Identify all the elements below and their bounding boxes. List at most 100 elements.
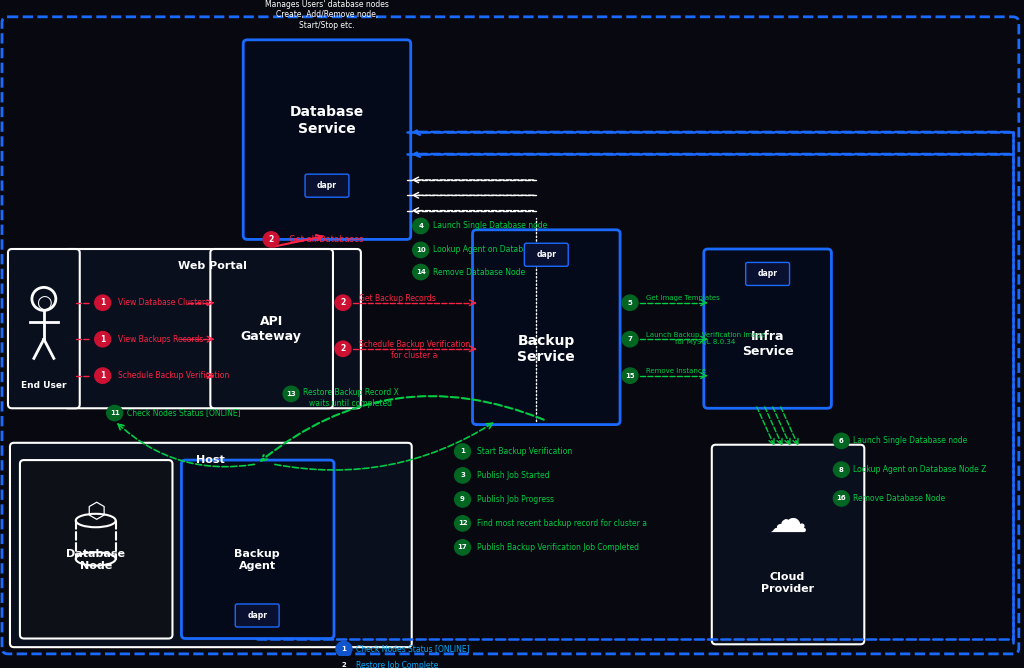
FancyBboxPatch shape	[10, 443, 412, 647]
FancyBboxPatch shape	[703, 249, 831, 408]
Circle shape	[455, 540, 471, 555]
FancyBboxPatch shape	[236, 604, 280, 627]
Text: Publish Backup Verification Job Completed: Publish Backup Verification Job Complete…	[476, 543, 639, 552]
Circle shape	[455, 468, 471, 483]
Circle shape	[94, 368, 111, 383]
Circle shape	[106, 405, 123, 421]
Text: 1: 1	[100, 298, 105, 307]
Text: ⬡: ⬡	[86, 502, 105, 522]
Text: 8: 8	[839, 467, 844, 473]
Text: Lookup Agent on Database Node Z: Lookup Agent on Database Node Z	[853, 465, 987, 474]
Text: View Backups Records: View Backups Records	[118, 335, 203, 344]
Text: Get all Databases: Get all Databases	[289, 235, 364, 244]
Text: ☁: ☁	[768, 502, 807, 540]
Text: 2: 2	[340, 344, 345, 353]
Text: 2: 2	[340, 298, 345, 307]
Circle shape	[455, 492, 471, 507]
Text: 12: 12	[458, 520, 467, 526]
FancyBboxPatch shape	[712, 445, 864, 645]
Text: 1: 1	[341, 646, 346, 652]
Text: Lookup Agent on Database Node Z: Lookup Agent on Database Node Z	[433, 245, 566, 255]
Text: API
Gateway: API Gateway	[241, 315, 302, 343]
Text: Schedule Backup Verification: Schedule Backup Verification	[118, 371, 229, 380]
Text: 2: 2	[268, 235, 273, 244]
Text: Remove Database Node: Remove Database Node	[853, 494, 945, 503]
Text: Get Backup Records: Get Backup Records	[358, 294, 435, 303]
Text: Publish Job Started: Publish Job Started	[476, 471, 549, 480]
Text: 9: 9	[460, 496, 465, 502]
Text: Restore Job Complete: Restore Job Complete	[356, 661, 438, 668]
Text: Infra
Service: Infra Service	[741, 330, 794, 358]
Text: 17: 17	[458, 544, 467, 550]
Text: Remove Database Node: Remove Database Node	[433, 267, 524, 277]
Text: dapr: dapr	[247, 611, 267, 620]
Text: 10: 10	[416, 247, 426, 253]
Circle shape	[834, 462, 849, 478]
Text: 13: 13	[287, 391, 296, 397]
Text: |: |	[42, 321, 46, 335]
Text: Launch Single Database node: Launch Single Database node	[853, 436, 968, 446]
Text: 4: 4	[418, 223, 423, 229]
FancyBboxPatch shape	[19, 460, 172, 639]
FancyBboxPatch shape	[63, 249, 360, 408]
Text: Host: Host	[196, 455, 224, 465]
Circle shape	[834, 434, 849, 449]
FancyBboxPatch shape	[745, 263, 790, 285]
Text: Backup
Service: Backup Service	[517, 334, 575, 364]
Text: Database
Node: Database Node	[67, 549, 125, 570]
Text: Backup
Agent: Backup Agent	[234, 549, 280, 570]
Circle shape	[94, 331, 111, 347]
Text: End User: End User	[22, 381, 67, 389]
FancyBboxPatch shape	[8, 249, 80, 408]
Text: Publish Job Progress: Publish Job Progress	[476, 495, 554, 504]
Text: Cloud
Provider: Cloud Provider	[761, 572, 814, 594]
Circle shape	[263, 232, 280, 247]
Text: dapr: dapr	[758, 269, 777, 279]
Text: Check Nodes Status [ONLINE]: Check Nodes Status [ONLINE]	[127, 409, 241, 418]
Text: Database
Service: Database Service	[290, 106, 365, 136]
Text: 5: 5	[628, 300, 633, 306]
Text: 1: 1	[460, 448, 465, 454]
Circle shape	[622, 331, 638, 347]
Text: 7: 7	[628, 336, 633, 342]
FancyBboxPatch shape	[524, 243, 568, 267]
Text: Manages Users' database nodes
Create, Add/Remove node,
Start/Stop etc.: Manages Users' database nodes Create, Ad…	[265, 0, 389, 30]
FancyBboxPatch shape	[305, 174, 349, 197]
Text: dapr: dapr	[317, 181, 337, 190]
Text: Check Nodes Status [ONLINE]: Check Nodes Status [ONLINE]	[356, 645, 470, 653]
Text: 15: 15	[626, 373, 635, 379]
Circle shape	[413, 218, 429, 234]
Circle shape	[413, 242, 429, 258]
Text: Restore Backup Record X
waits until completed: Restore Backup Record X waits until comp…	[303, 388, 399, 407]
Text: Launch Single Database node: Launch Single Database node	[433, 222, 547, 230]
Text: 6: 6	[839, 438, 844, 444]
Circle shape	[336, 641, 352, 657]
Circle shape	[283, 386, 299, 401]
Circle shape	[622, 368, 638, 383]
Text: Start Backup Verification: Start Backup Verification	[476, 447, 571, 456]
Text: 1: 1	[100, 371, 105, 380]
Text: Web Portal: Web Portal	[178, 261, 247, 271]
Circle shape	[335, 341, 351, 357]
Text: 14: 14	[416, 269, 426, 275]
Circle shape	[455, 516, 471, 531]
Circle shape	[622, 295, 638, 311]
FancyBboxPatch shape	[181, 460, 334, 639]
Text: 2: 2	[342, 663, 346, 668]
Circle shape	[335, 295, 351, 311]
Text: dapr: dapr	[537, 250, 556, 259]
Circle shape	[455, 444, 471, 459]
Text: Find most recent backup record for cluster a: Find most recent backup record for clust…	[476, 519, 646, 528]
Text: View Database Clusters: View Database Clusters	[118, 298, 209, 307]
Text: Launch Backup Verification Image
for MySQL 8.0.34: Launch Backup Verification Image for MyS…	[646, 331, 765, 345]
Circle shape	[834, 491, 849, 506]
Text: 16: 16	[837, 496, 846, 502]
Text: ○: ○	[36, 294, 52, 312]
Text: 3: 3	[460, 472, 465, 478]
Text: Schedule Backup Verification
for cluster a: Schedule Backup Verification for cluster…	[358, 340, 470, 359]
Circle shape	[413, 265, 429, 280]
Text: 11: 11	[110, 410, 120, 416]
Text: Get Image Templates: Get Image Templates	[646, 295, 720, 301]
Circle shape	[94, 295, 111, 311]
FancyBboxPatch shape	[472, 230, 621, 425]
